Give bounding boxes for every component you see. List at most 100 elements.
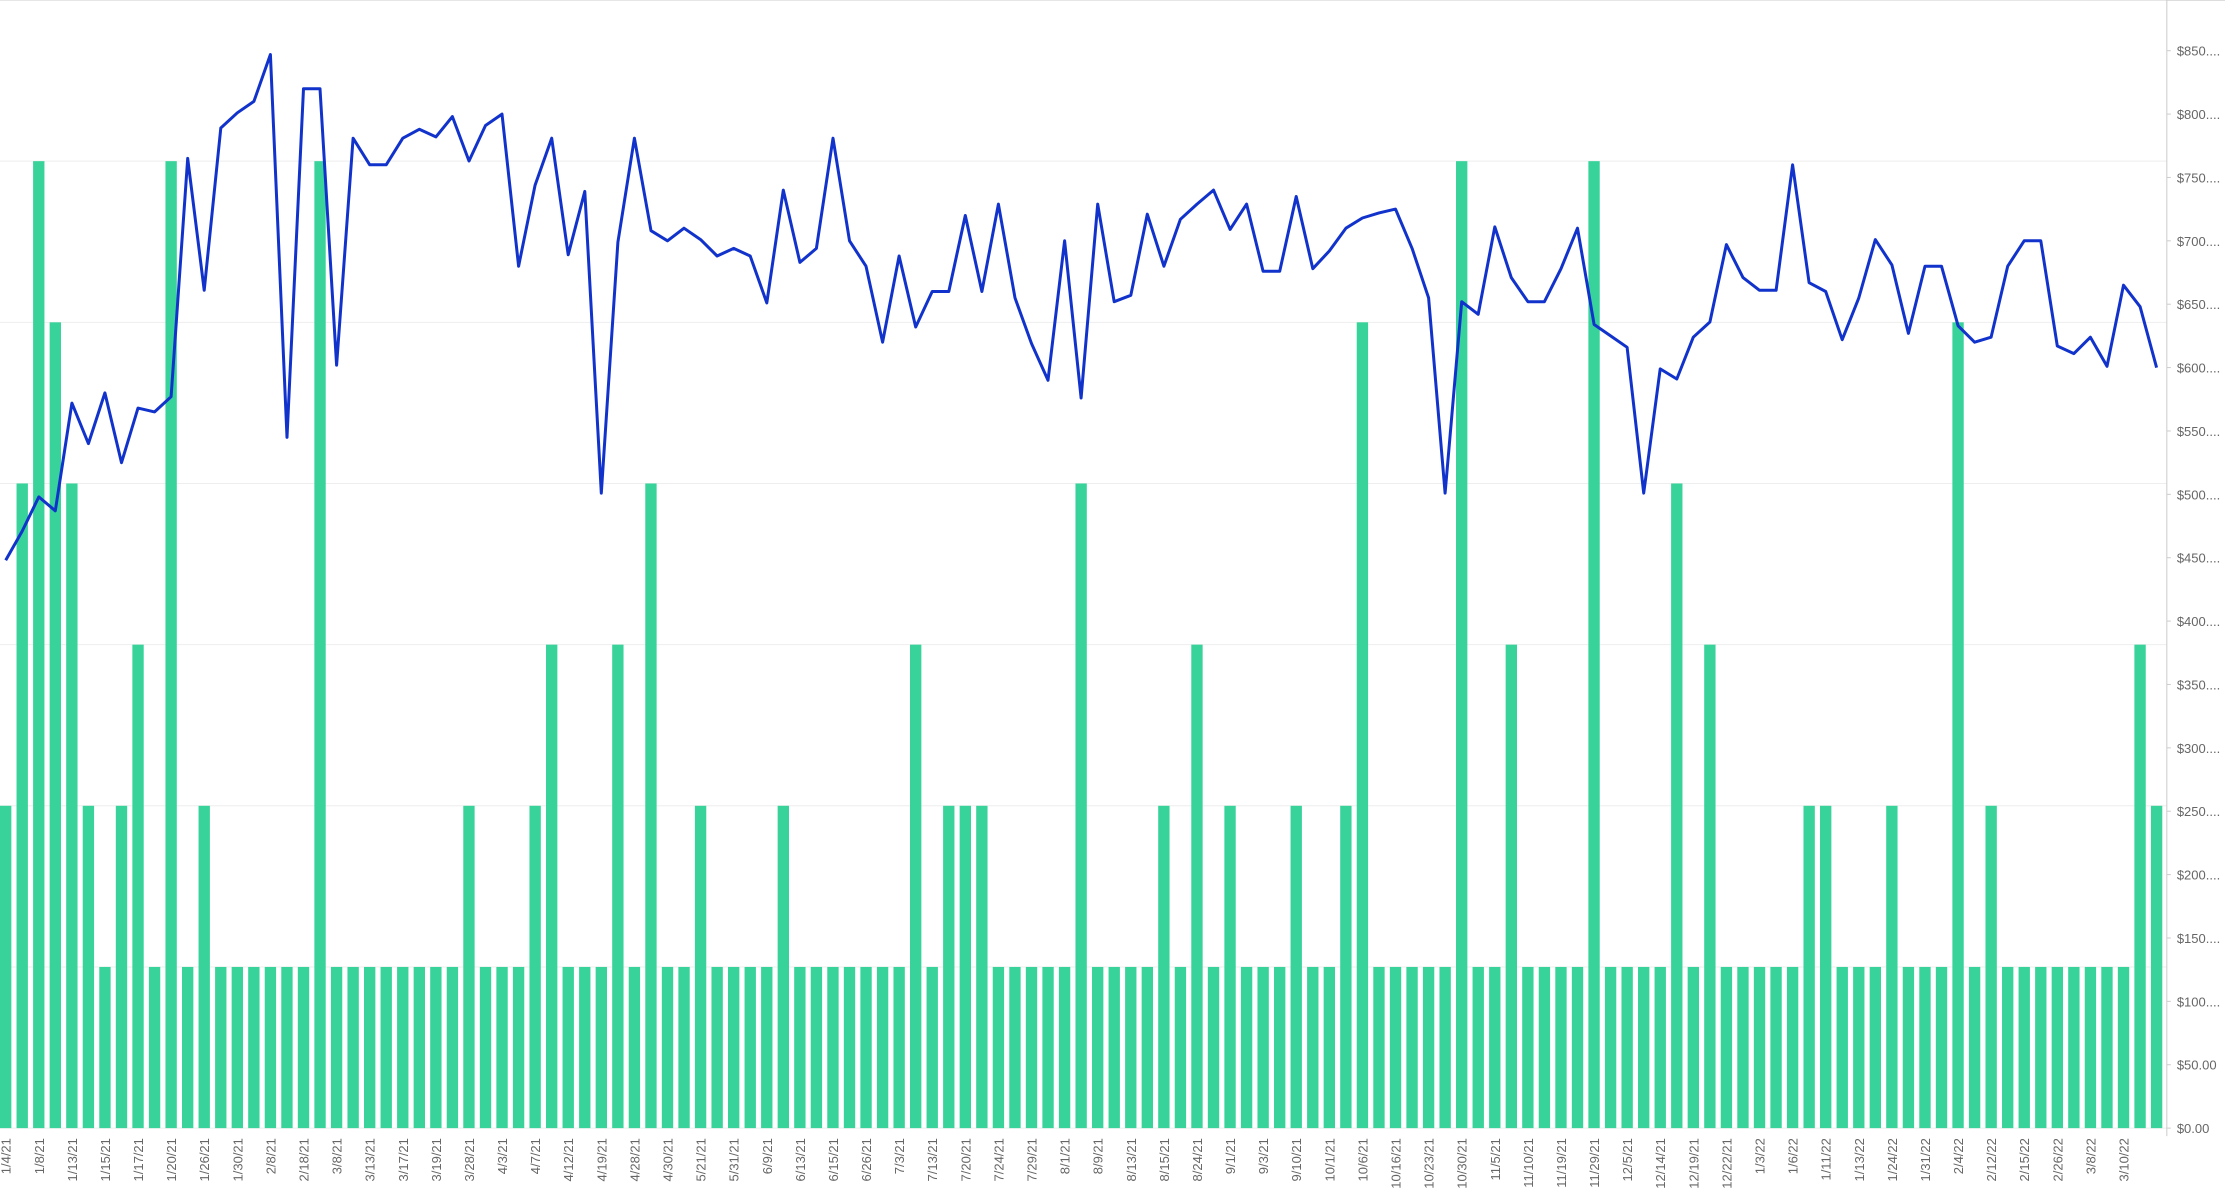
bar <box>728 966 740 1129</box>
bar <box>1108 966 1120 1129</box>
bar <box>1886 805 1898 1129</box>
x-tick-label: 1/17/21 <box>131 1138 146 1181</box>
bar <box>1141 966 1153 1129</box>
bar <box>33 161 45 1129</box>
y-tick-label: $700.... <box>2177 234 2220 249</box>
bar <box>430 966 442 1129</box>
bar <box>347 966 359 1129</box>
x-tick-label: 3/8/22 <box>2083 1138 2098 1174</box>
x-tick-label: 5/21/21 <box>694 1138 709 1181</box>
bar <box>777 805 789 1129</box>
bar <box>678 966 690 1129</box>
x-tick-label: 8/13/21 <box>1124 1138 1139 1181</box>
x-tick-label: 1/26/21 <box>197 1138 212 1181</box>
x-tick-label: 6/9/21 <box>760 1138 775 1174</box>
bar <box>99 966 111 1129</box>
x-tick-label: 1/13/22 <box>1852 1138 1867 1181</box>
x-tick-label: 4/12/21 <box>561 1138 576 1181</box>
bar <box>1654 966 1666 1129</box>
x-tick-label: 1/30/21 <box>230 1138 245 1181</box>
bar <box>2035 966 2047 1129</box>
x-tick-label: 3/13/21 <box>363 1138 378 1181</box>
bar <box>1505 644 1518 1129</box>
bar <box>1820 805 1832 1129</box>
x-tick-label: 12/5/21 <box>1620 1138 1635 1181</box>
bar <box>1290 805 1302 1129</box>
bar <box>976 805 988 1129</box>
bar <box>992 966 1005 1129</box>
x-tick-label: 9/3/21 <box>1256 1138 1271 1174</box>
bar <box>529 805 541 1129</box>
x-tick-label: 7/24/21 <box>991 1138 1006 1181</box>
bar <box>1869 966 1882 1129</box>
y-tick-label: $550.... <box>2177 424 2220 439</box>
bar <box>231 966 243 1129</box>
y-tick-label: $350.... <box>2177 677 2220 692</box>
bar <box>579 966 591 1129</box>
bar <box>2150 805 2163 1129</box>
bar <box>1373 966 1385 1129</box>
bar <box>1472 966 1484 1129</box>
y-tick-label: $750.... <box>2177 170 2220 185</box>
bar <box>810 966 823 1129</box>
x-tick-label: 2/15/22 <box>2017 1138 2032 1181</box>
x-tick-label: 9/10/21 <box>1289 1138 1304 1181</box>
bar <box>1340 805 1352 1129</box>
bar <box>1025 966 1038 1129</box>
bar <box>1439 966 1451 1129</box>
bar <box>1538 966 1551 1129</box>
y-tick-label: $400.... <box>2177 614 2220 629</box>
bar <box>595 966 607 1129</box>
bar <box>264 966 277 1129</box>
bar <box>380 966 392 1129</box>
bar <box>1224 805 1236 1129</box>
bar <box>82 805 95 1129</box>
x-tick-label: 1/11/22 <box>1819 1138 1834 1180</box>
x-tick-label: 12/14/21 <box>1653 1138 1668 1189</box>
bar <box>2002 966 2014 1129</box>
bar <box>893 966 905 1129</box>
bar <box>876 966 889 1129</box>
bar <box>1753 966 1766 1129</box>
x-tick-label: 1/20/21 <box>164 1138 179 1181</box>
bar <box>1389 966 1402 1129</box>
bar <box>0 805 12 1129</box>
bar <box>1158 805 1170 1129</box>
x-tick-label: 3/8/21 <box>330 1138 345 1174</box>
bar <box>446 966 459 1129</box>
y-tick-label: $100.... <box>2177 994 2220 1009</box>
x-tick-label: 2/18/21 <box>296 1138 311 1181</box>
y-tick-label: $50.00 <box>2177 1058 2217 1073</box>
bar <box>1786 966 1799 1129</box>
x-tick-label: 1/3/22 <box>1753 1138 1768 1174</box>
bar <box>1240 966 1253 1129</box>
x-tick-label: 1/31/22 <box>1918 1138 1933 1181</box>
bar <box>1058 966 1071 1129</box>
bar <box>843 966 856 1129</box>
bar <box>1406 966 1418 1129</box>
x-tick-label: 10/16/21 <box>1389 1138 1404 1189</box>
bar <box>744 966 756 1129</box>
x-tick-label: 6/13/21 <box>793 1138 808 1181</box>
bar <box>2051 966 2064 1129</box>
bar <box>1307 966 1319 1129</box>
bar <box>496 966 508 1129</box>
bar <box>1571 966 1584 1129</box>
bar <box>1125 966 1137 1129</box>
x-tick-label: 1/15/21 <box>98 1138 113 1181</box>
bar <box>694 805 707 1129</box>
x-tick-label: 1/6/22 <box>1786 1138 1801 1174</box>
x-tick-label: 10/23/21 <box>1422 1138 1437 1189</box>
x-tick-label: 12/19/21 <box>1686 1138 1701 1189</box>
bar <box>1836 966 1848 1129</box>
bar <box>1687 966 1700 1129</box>
bar <box>761 966 773 1129</box>
bar <box>1009 966 1021 1129</box>
x-tick-label: 10/30/21 <box>1455 1138 1470 1189</box>
bar <box>1853 966 1865 1129</box>
bar <box>943 805 955 1129</box>
bar <box>1704 644 1716 1129</box>
x-tick-label: 1/24/22 <box>1885 1138 1900 1181</box>
bar <box>1323 966 1335 1129</box>
